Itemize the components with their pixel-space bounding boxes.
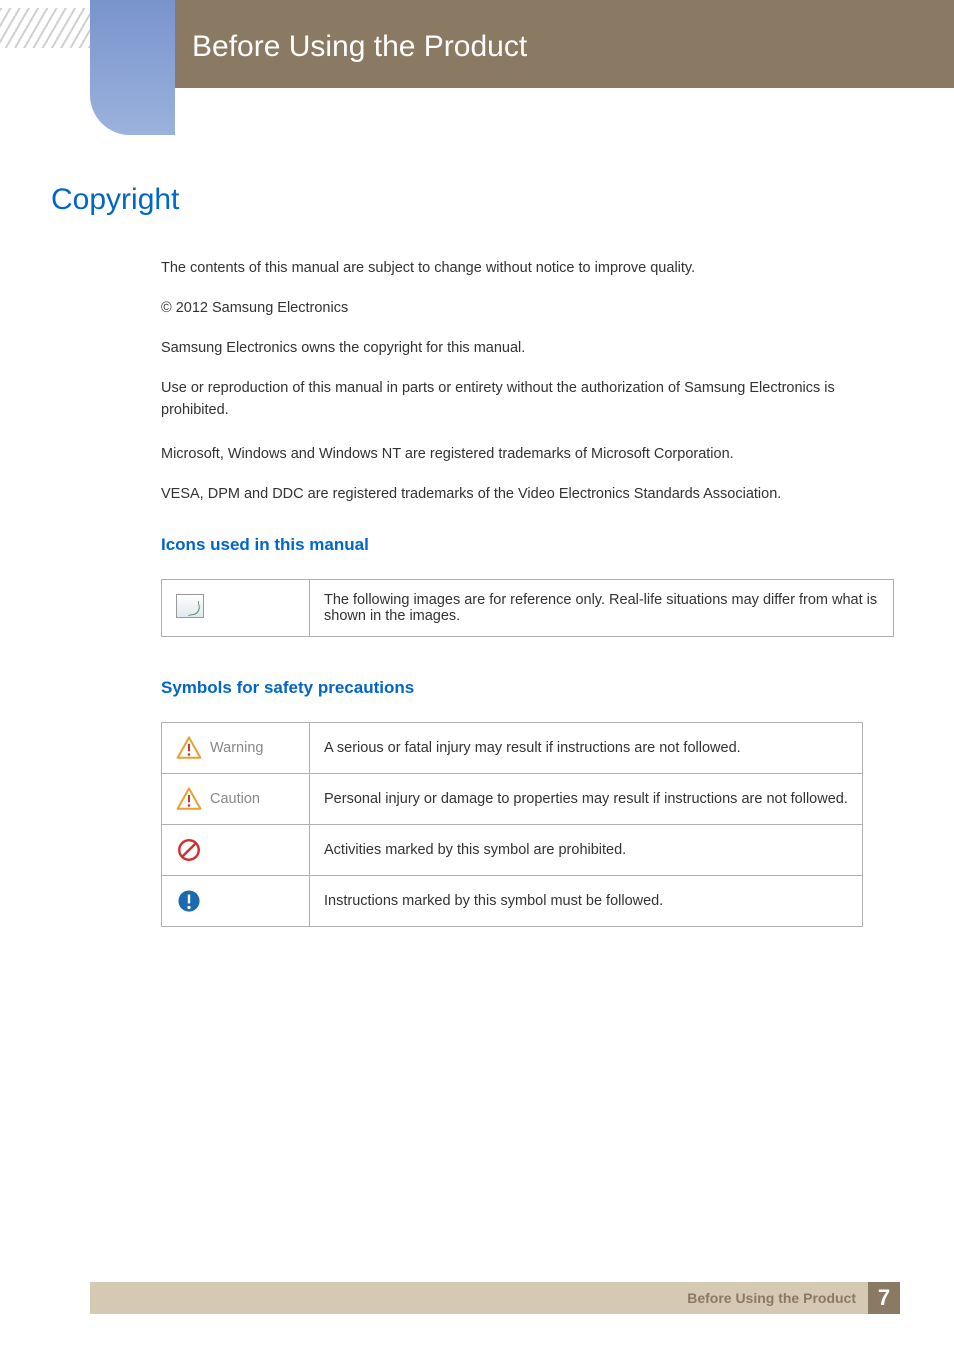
- footer-bar: Before Using the Product 7: [90, 1282, 900, 1314]
- paragraph: Microsoft, Windows and Windows NT are re…: [161, 444, 894, 466]
- prohibited-icon: [176, 837, 202, 863]
- icon-description: A serious or fatal injury may result if …: [310, 723, 863, 774]
- icon-description: Personal injury or damage to properties …: [310, 774, 863, 825]
- reference-icon: [176, 594, 204, 618]
- icon-description: Activities marked by this symbol are pro…: [310, 825, 863, 876]
- footer-text: Before Using the Product: [687, 1290, 856, 1306]
- table-row: The following images are for reference o…: [162, 580, 894, 637]
- icon-label: Caution: [210, 791, 260, 807]
- icon-cell: Warning: [162, 723, 310, 774]
- paragraph: Use or reproduction of this manual in pa…: [161, 378, 894, 422]
- must-follow-icon: [176, 888, 202, 914]
- icon-label: Warning: [210, 740, 263, 756]
- icon-description: Instructions marked by this symbol must …: [310, 876, 863, 927]
- table-row: Instructions marked by this symbol must …: [162, 876, 863, 927]
- section-title-copyright: Copyright: [51, 183, 179, 217]
- table-row: Warning A serious or fatal injury may re…: [162, 723, 863, 774]
- icon-cell: [162, 580, 310, 637]
- caution-icon: [176, 786, 202, 812]
- icon-cell: [162, 825, 310, 876]
- icon-cell: Caution: [162, 774, 310, 825]
- warning-icon: [176, 735, 202, 761]
- table-row: Activities marked by this symbol are pro…: [162, 825, 863, 876]
- table-row: Caution Personal injury or damage to pro…: [162, 774, 863, 825]
- icon-cell: [162, 876, 310, 927]
- paragraph: VESA, DPM and DDC are registered tradema…: [161, 484, 894, 506]
- safety-symbols-table: Warning A serious or fatal injury may re…: [161, 722, 863, 927]
- paragraph: Samsung Electronics owns the copyright f…: [161, 338, 894, 360]
- page-number: 7: [868, 1282, 900, 1314]
- icons-used-table: The following images are for reference o…: [161, 579, 894, 637]
- header-title: Before Using the Product: [192, 30, 527, 64]
- paragraph: The contents of this manual are subject …: [161, 258, 894, 280]
- subsection-safety-symbols: Symbols for safety precautions: [161, 678, 414, 698]
- header-tab: [90, 0, 175, 135]
- paragraph: © 2012 Samsung Electronics: [161, 298, 894, 320]
- subsection-icons-used: Icons used in this manual: [161, 535, 369, 555]
- icon-description: The following images are for reference o…: [310, 580, 894, 637]
